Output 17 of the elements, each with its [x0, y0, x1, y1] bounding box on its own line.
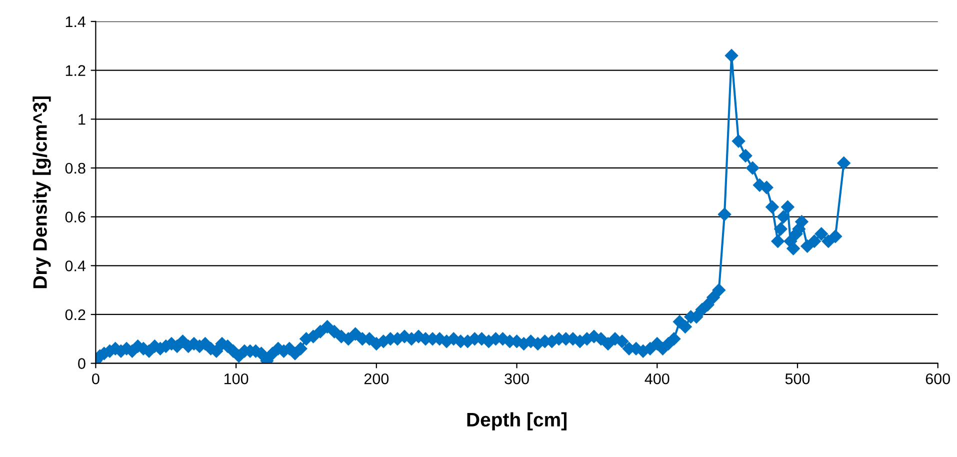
y-axis-title: Dry Density [g/cm^3] — [32, 96, 51, 288]
y-tick-label: 0.6 — [65, 212, 86, 222]
x-tick-label: 500 — [785, 373, 810, 384]
y-tick-label: 1 — [78, 114, 86, 125]
y-tick-label: 1.2 — [66, 65, 86, 76]
y-tick-label: 0.4 — [65, 260, 86, 272]
y-tick-label: 0 — [78, 358, 86, 369]
x-tick-label: 200 — [364, 373, 389, 384]
x-axis-title: Depth [cm] — [467, 412, 566, 430]
y-tick-label: 0.8 — [65, 162, 86, 174]
y-tick-label: 0.2 — [65, 309, 86, 320]
x-tick-label: 600 — [926, 373, 950, 384]
x-tick-label: 300 — [504, 373, 529, 384]
x-tick-label: 400 — [644, 373, 670, 384]
y-tick-label: 1.4 — [66, 16, 86, 28]
x-tick-label: 100 — [224, 373, 248, 384]
x-tick-label: 0 — [92, 373, 100, 384]
